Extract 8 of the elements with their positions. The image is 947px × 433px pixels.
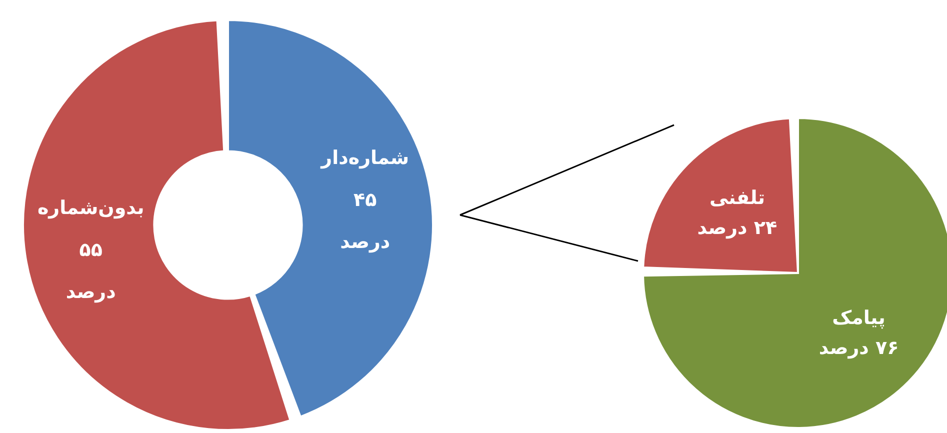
slice-label: تلفنی (709, 187, 765, 210)
slice-label: بدون‌شماره (37, 197, 144, 220)
data-label: ۵۵ درصد (66, 239, 116, 304)
slice-label: شماره‌دار (320, 146, 410, 169)
data-label: ۴۵ درصد (340, 188, 390, 253)
data-label: ۲۴ درصد (697, 217, 778, 240)
slice-label: پیامک (832, 306, 886, 329)
data-label: ۷۶ درصد (818, 336, 899, 359)
